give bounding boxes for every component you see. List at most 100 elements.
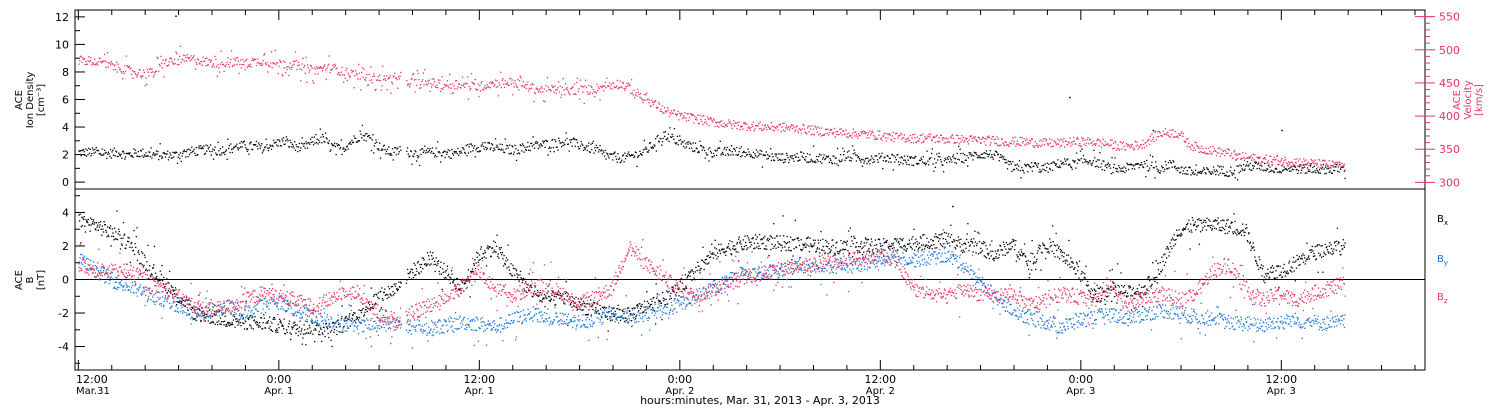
density-point xyxy=(281,138,283,140)
density-point xyxy=(93,152,95,154)
velocity-point xyxy=(327,63,330,65)
bx-point xyxy=(173,290,175,292)
bx-point xyxy=(198,308,201,310)
density-point xyxy=(503,151,505,153)
bx-point xyxy=(781,244,783,247)
bx-point xyxy=(214,323,216,325)
bx-point xyxy=(498,247,501,249)
density-point xyxy=(1158,169,1160,171)
velocity-point xyxy=(632,94,634,96)
velocity-point xyxy=(702,123,704,126)
bx-point xyxy=(810,245,812,247)
velocity-point xyxy=(466,82,468,85)
bx-point xyxy=(226,321,229,324)
density-point xyxy=(318,139,320,141)
bx-point xyxy=(595,307,597,309)
velocity-point xyxy=(392,76,394,78)
density-point xyxy=(1115,167,1117,170)
velocity-point xyxy=(566,86,568,89)
bx-point xyxy=(768,255,770,257)
density-point xyxy=(164,152,166,155)
velocity-point xyxy=(606,77,608,79)
density-point xyxy=(1021,169,1024,171)
velocity-point xyxy=(821,134,824,137)
density-point xyxy=(893,155,895,157)
density-point xyxy=(874,155,876,157)
velocity-point xyxy=(1336,161,1338,163)
density-point xyxy=(389,154,391,156)
bx-point xyxy=(898,243,901,245)
velocity-point xyxy=(1198,151,1200,153)
velocity-point xyxy=(1245,152,1247,155)
velocity-point xyxy=(90,56,92,59)
bx-point xyxy=(276,329,278,331)
density-point xyxy=(1264,169,1267,171)
bx-point xyxy=(236,320,239,322)
density-point xyxy=(569,139,571,141)
density-point xyxy=(439,161,442,163)
velocity-point xyxy=(196,63,198,65)
velocity-point xyxy=(655,100,657,102)
density-point xyxy=(423,150,425,152)
velocity-point xyxy=(1030,138,1033,140)
velocity-point xyxy=(709,118,711,120)
density-point xyxy=(1077,158,1079,161)
density-point xyxy=(667,133,670,135)
density-point xyxy=(85,155,88,157)
density-point xyxy=(955,162,958,165)
bx-point xyxy=(664,304,667,306)
velocity-point xyxy=(277,72,279,75)
bx-point xyxy=(250,327,253,329)
velocity-point xyxy=(944,137,946,140)
velocity-point xyxy=(161,67,164,69)
velocity-point xyxy=(884,132,886,134)
velocity-point xyxy=(274,49,276,52)
density-point xyxy=(797,156,800,159)
bx-point xyxy=(437,263,439,265)
velocity-point xyxy=(528,87,531,89)
bx-point xyxy=(228,321,230,324)
density-point xyxy=(501,143,503,146)
bx-point xyxy=(153,264,155,266)
bx-point xyxy=(813,242,816,244)
velocity-point xyxy=(688,116,691,119)
velocity-point xyxy=(179,55,181,58)
velocity-point xyxy=(813,134,815,136)
bx-point xyxy=(395,283,397,285)
velocity-point xyxy=(205,65,207,67)
bx-point xyxy=(419,266,422,268)
bx-point xyxy=(478,259,480,262)
velocity-point xyxy=(1050,146,1052,148)
velocity-point xyxy=(930,139,933,141)
velocity-point xyxy=(1097,139,1100,141)
velocity-point xyxy=(700,120,703,123)
velocity-point xyxy=(668,115,670,118)
velocity-point xyxy=(1245,157,1248,159)
density-point xyxy=(477,146,479,149)
velocity-point xyxy=(88,56,90,58)
velocity-point xyxy=(155,70,157,73)
velocity-point xyxy=(645,92,648,94)
bx-point xyxy=(967,222,969,225)
density-point xyxy=(1010,163,1012,165)
bx-point xyxy=(267,322,269,324)
density-point xyxy=(307,142,309,144)
density-point xyxy=(428,149,431,152)
velocity-point xyxy=(396,78,398,81)
density-point xyxy=(1155,161,1157,163)
density-point xyxy=(507,147,509,149)
velocity-point xyxy=(365,76,367,79)
density-point xyxy=(414,150,416,152)
bx-point xyxy=(181,297,184,299)
density-point xyxy=(792,158,794,160)
density-point xyxy=(785,152,788,155)
velocity-point xyxy=(124,65,126,67)
velocity-point xyxy=(1242,156,1245,159)
bx-point xyxy=(904,246,906,248)
density-point xyxy=(377,148,379,150)
density-point xyxy=(1283,166,1285,168)
density-point xyxy=(482,142,484,144)
velocity-point xyxy=(797,130,799,132)
velocity-point xyxy=(518,89,520,91)
